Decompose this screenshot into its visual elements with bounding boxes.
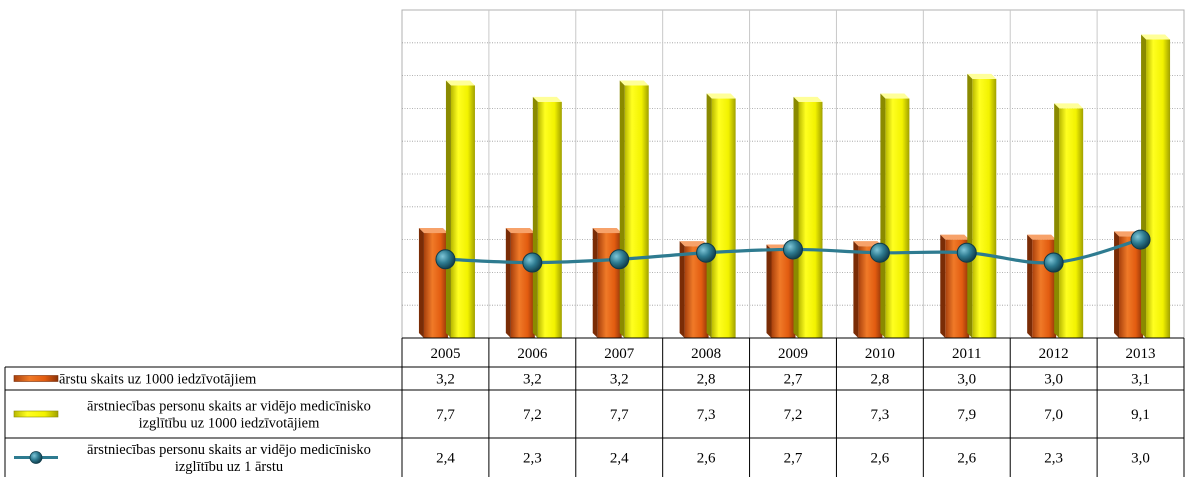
x-tick-label: 2010: [865, 346, 895, 362]
data-table-cell: 7,0: [1044, 407, 1063, 423]
data-table-cell: 9,1: [1131, 407, 1150, 423]
line-marker: [522, 252, 543, 273]
data-table-cell: 7,3: [697, 407, 716, 423]
legend-key: [13, 375, 59, 382]
bar: [1054, 103, 1084, 339]
bar: [619, 80, 649, 338]
bar: [418, 228, 448, 338]
data-table-cell: 7,9: [957, 407, 976, 423]
data-table-cell: 2,3: [523, 451, 542, 467]
data-table-cell: 7,7: [436, 407, 455, 423]
legend-key: [13, 410, 59, 418]
data-table: 2005 2006 2007 2008 2009 2010 2011 2012 2013 ārst…: [4, 337, 1185, 477]
plot-area: [401, 9, 1185, 339]
data-table-cell: 3,0: [957, 372, 976, 388]
data-table-cell: 3,2: [523, 372, 542, 388]
data-table-cell: 3,1: [1131, 372, 1150, 388]
data-table-cell: 2,8: [871, 372, 890, 388]
data-table-cell: 7,7: [610, 407, 629, 423]
bar: [1027, 234, 1057, 338]
bar: [505, 228, 535, 338]
legend-label: izglītību uz 1 ārstu: [175, 459, 283, 475]
line-marker: [609, 249, 630, 270]
data-table-cell: 7,2: [523, 407, 542, 423]
legend-label: ārstniecības personu skaits ar vidējo me…: [87, 442, 371, 458]
data-table-cell: 2,4: [436, 451, 455, 467]
data-table-cell: 2,8: [697, 372, 716, 388]
x-tick-label: 2005: [430, 346, 460, 362]
line-marker: [1043, 252, 1064, 273]
bar: [880, 93, 910, 338]
legend-key-marker: [29, 451, 43, 464]
data-table-cell: 3,2: [610, 372, 629, 388]
bar: [967, 73, 997, 338]
data-table-cell: 2,6: [957, 451, 976, 467]
line-marker: [696, 242, 717, 263]
x-tick-label: 2011: [952, 346, 981, 362]
x-tick-label: 2006: [517, 346, 548, 362]
data-table-cell: 2,7: [784, 372, 803, 388]
bar: [793, 96, 823, 338]
legend-label: izglītību uz 1000 iedzīvotājiem: [139, 416, 321, 432]
data-table-cell: 3,2: [436, 372, 455, 388]
line-marker: [956, 242, 977, 263]
data-table-cell: 7,2: [784, 407, 803, 423]
data-table-cell: 3,0: [1131, 451, 1150, 467]
bar: [532, 96, 562, 338]
data-table-cell: 2,6: [871, 451, 890, 467]
x-tick-label: 2007: [604, 346, 635, 362]
line-marker: [869, 242, 890, 263]
bar: [1141, 34, 1171, 339]
data-table-cell: 2,7: [784, 451, 803, 467]
bar: [706, 93, 736, 338]
bar: [445, 80, 475, 338]
data-table-cell: 2,6: [697, 451, 716, 467]
data-table-cell: 3,0: [1044, 372, 1063, 388]
line-marker: [435, 249, 456, 270]
x-tick-label: 2008: [691, 346, 721, 362]
data-table-cell: 2,3: [1044, 451, 1063, 467]
x-tick-label: 2013: [1126, 346, 1156, 362]
legend-label: ārstniecības personu skaits ar vidējo me…: [87, 399, 371, 415]
data-table-cell: 2,4: [610, 451, 629, 467]
bar: [592, 228, 622, 338]
x-tick-label: 2012: [1039, 346, 1069, 362]
legend-label: ārstu skaits uz 1000 iedzīvotājiem: [59, 372, 257, 388]
line-marker: [1130, 229, 1151, 250]
line-marker: [783, 239, 803, 260]
data-table-cell: 7,3: [871, 407, 890, 423]
x-tick-label: 2009: [778, 346, 808, 362]
